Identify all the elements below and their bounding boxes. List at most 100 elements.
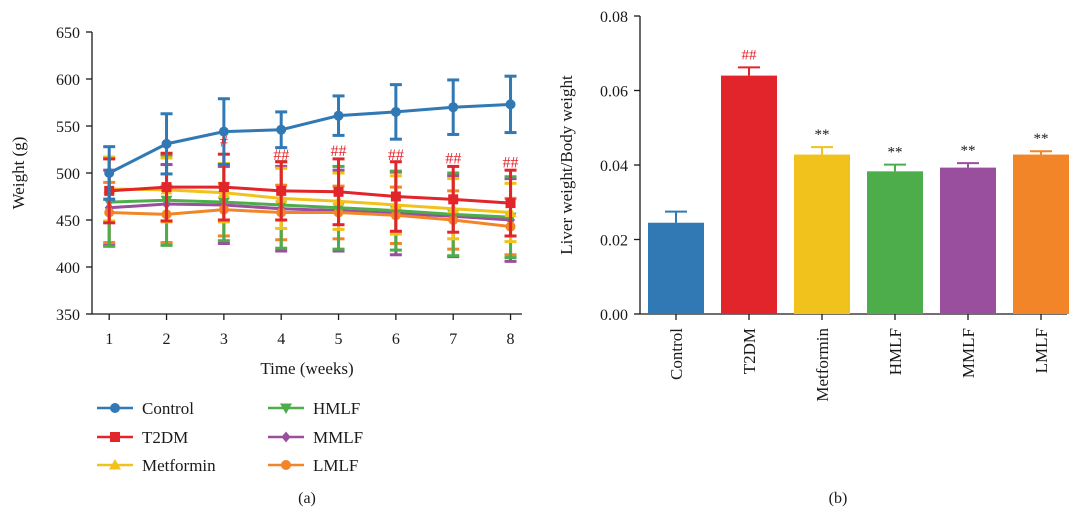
line-x-ticks: 1 2 3 4 5 6 7 8	[105, 314, 515, 348]
data-point-t2dm	[505, 198, 516, 209]
bar-y-ticks: 0.00 0.02 0.04 0.06 0.08	[600, 9, 640, 324]
series-line-lmlf	[109, 208, 511, 229]
significance-mark: ##	[503, 154, 519, 171]
legend-marker	[280, 403, 292, 414]
data-point-control	[505, 99, 516, 110]
bar-metformin	[794, 154, 850, 314]
bars-group: Control ## T2DM ** Metformin ** HMLF ** MMLF ** LM…	[648, 47, 1069, 402]
series-line-t2dm	[109, 185, 511, 205]
bar-y-axis-label: Liver weight/Body weight	[557, 75, 576, 255]
weight-line-chart: Weight (g) Time (weeks) (a) 350 400 450 500…	[9, 25, 522, 507]
legend-marker	[110, 403, 120, 413]
line-x-tick-label: 4	[277, 331, 285, 348]
legend-marker	[281, 460, 291, 470]
line-y-axis-label: Weight (g)	[9, 137, 28, 210]
line-y-tick-label: 350	[56, 307, 80, 324]
series-line-metformin	[109, 187, 511, 214]
significance-mark: ##	[331, 143, 347, 160]
data-point-control	[161, 138, 172, 149]
data-point-control	[333, 110, 344, 121]
legend: Control T2DM Metformin HMLF MMLF LMLF	[97, 399, 363, 475]
series-line-hmlf	[109, 198, 511, 219]
significance-mark: ##	[273, 147, 289, 164]
data-point-control	[218, 126, 229, 137]
bar-category-label: HMLF	[886, 328, 905, 375]
line-annotations: ### ## ## ## ##	[220, 134, 519, 172]
bar-control	[648, 222, 704, 314]
legend-label: HMLF	[313, 399, 360, 418]
data-point-t2dm	[448, 194, 459, 205]
legend-label: MMLF	[313, 428, 363, 447]
legend-marker	[109, 459, 121, 470]
significance-mark: ##	[445, 151, 461, 168]
data-point-control	[390, 106, 401, 117]
bar-significance-label: **	[961, 143, 976, 159]
bar-significance-label: **	[1034, 131, 1049, 147]
bar-mmlf	[940, 167, 996, 314]
line-x-tick-label: 5	[335, 331, 343, 348]
data-point-t2dm	[218, 182, 229, 193]
line-series-group	[103, 74, 517, 263]
line-y-tick-label: 600	[56, 72, 80, 89]
legend-marker	[281, 431, 291, 443]
legend-item-hmlf: HMLF	[268, 399, 360, 418]
data-point-control	[448, 102, 459, 113]
bar-y-tick-label: 0.04	[600, 158, 628, 175]
data-point-t2dm	[390, 191, 401, 202]
significance-mark: ##	[388, 147, 404, 164]
bar-category-label: T2DM	[740, 328, 759, 374]
bar-group-t2dm: ## T2DM	[721, 47, 777, 374]
bar-group-metformin: ** Metformin	[794, 127, 850, 402]
line-y-tick-label: 450	[56, 213, 80, 230]
bar-significance-label: **	[888, 145, 903, 161]
bar-hmlf	[867, 171, 923, 314]
series-t2dm	[103, 151, 517, 238]
series-line-control	[108, 102, 511, 175]
legend-item-mmlf: MMLF	[268, 428, 363, 447]
data-point-t2dm	[333, 186, 344, 197]
data-point-control	[276, 124, 287, 135]
legend-label: Metformin	[142, 456, 216, 475]
bar-group-mmlf: ** MMLF	[940, 143, 996, 378]
line-x-tick-label: 7	[449, 331, 457, 348]
panel-b-label: (b)	[829, 490, 848, 507]
bar-t2dm	[721, 75, 777, 314]
bar-group-lmlf: ** LMLF	[1013, 131, 1069, 373]
legend-item-lmlf: LMLF	[268, 456, 358, 475]
legend-label: Control	[142, 399, 194, 418]
line-y-tick-label: 550	[56, 119, 80, 136]
bar-category-label: MMLF	[959, 328, 978, 378]
data-point-t2dm	[161, 182, 172, 193]
line-y-ticks: 350 400 450 500 550 600 650	[56, 25, 92, 324]
bar-lmlf	[1013, 154, 1069, 314]
line-x-tick-label: 6	[392, 331, 400, 348]
line-y-tick-label: 400	[56, 260, 80, 277]
bar-category-label: LMLF	[1032, 328, 1051, 373]
legend-label: T2DM	[142, 428, 188, 447]
legend-marker	[110, 432, 120, 442]
legend-label: LMLF	[313, 456, 358, 475]
series-control	[103, 74, 517, 201]
bar-y-tick-label: 0.06	[600, 84, 628, 101]
series-line-mmlf	[109, 202, 511, 222]
liver-ratio-bar-chart: Liver weight/Body weight (b) 0.00 0.02 0.0…	[557, 9, 1069, 507]
bar-y-tick-label: 0.00	[600, 307, 628, 324]
line-x-axis-label: Time (weeks)	[260, 359, 353, 378]
line-x-tick-label: 1	[105, 331, 113, 348]
bar-category-label: Control	[667, 328, 686, 380]
bar-category-label: Metformin	[813, 328, 832, 402]
bar-significance-label: **	[815, 127, 830, 143]
bar-significance-label: ##	[742, 47, 758, 63]
line-y-tick-label: 650	[56, 25, 80, 42]
data-point-t2dm	[276, 185, 287, 196]
bar-group-hmlf: ** HMLF	[867, 145, 923, 375]
line-x-tick-label: 8	[507, 331, 515, 348]
line-x-tick-label: 3	[220, 331, 228, 348]
line-y-tick-label: 500	[56, 166, 80, 183]
data-point-control	[104, 168, 115, 178]
bar-group-control: Control	[648, 210, 704, 380]
line-x-tick-label: 2	[163, 331, 171, 348]
bar-y-tick-label: 0.02	[600, 233, 628, 250]
significance-mark: #	[220, 134, 228, 151]
